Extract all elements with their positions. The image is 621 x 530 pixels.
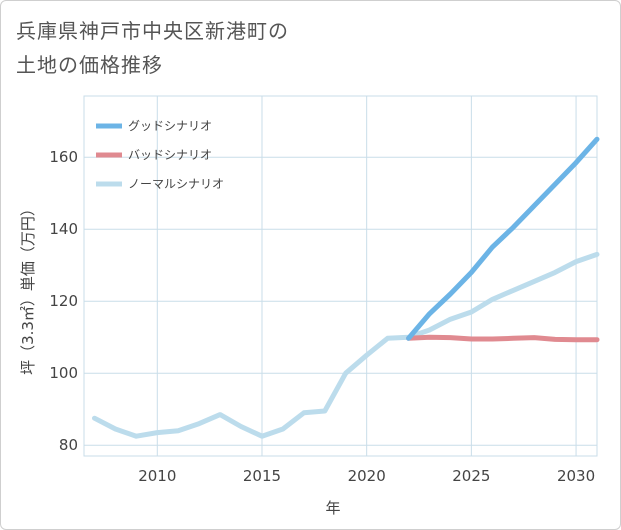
x-tick-2010: 2010 <box>138 467 176 485</box>
legend-label-good: グッドシナリオ <box>128 119 212 133</box>
series-line-bad <box>406 334 600 343</box>
legend-label-bad: バッドシナリオ <box>128 148 212 162</box>
y-tick-120: 120 <box>49 292 78 310</box>
y-tick-labels: 80 100 120 140 160 <box>49 148 78 454</box>
chart-title: 兵庫県神戸市中央区新港町の 土地の価格推移 <box>16 14 536 82</box>
y-tick-160: 160 <box>49 148 78 166</box>
chart-title-line2: 土地の価格推移 <box>16 53 163 77</box>
series-lines <box>92 136 600 439</box>
y-tick-140: 140 <box>49 220 78 238</box>
series-line-normal <box>92 251 600 439</box>
x-tick-2025: 2025 <box>452 467 490 485</box>
legend-label-normal: ノーマルシナリオ <box>128 177 224 191</box>
y-tick-80: 80 <box>59 436 78 454</box>
plot-border <box>83 95 598 457</box>
chart-title-line1: 兵庫県神戸市中央区新港町の <box>16 19 289 43</box>
y-tick-100: 100 <box>49 364 78 382</box>
x-tick-2020: 2020 <box>348 467 386 485</box>
x-tick-labels: 2010 2015 2020 2025 2030 <box>138 467 595 485</box>
grid <box>83 95 598 457</box>
x-axis-label: 年 <box>325 499 340 517</box>
x-tick-2030: 2030 <box>557 467 595 485</box>
y-axis-label: 坪（3.3㎡）単価（万円） <box>19 201 37 375</box>
x-tick-2015: 2015 <box>243 467 281 485</box>
series-line-good <box>406 136 600 341</box>
